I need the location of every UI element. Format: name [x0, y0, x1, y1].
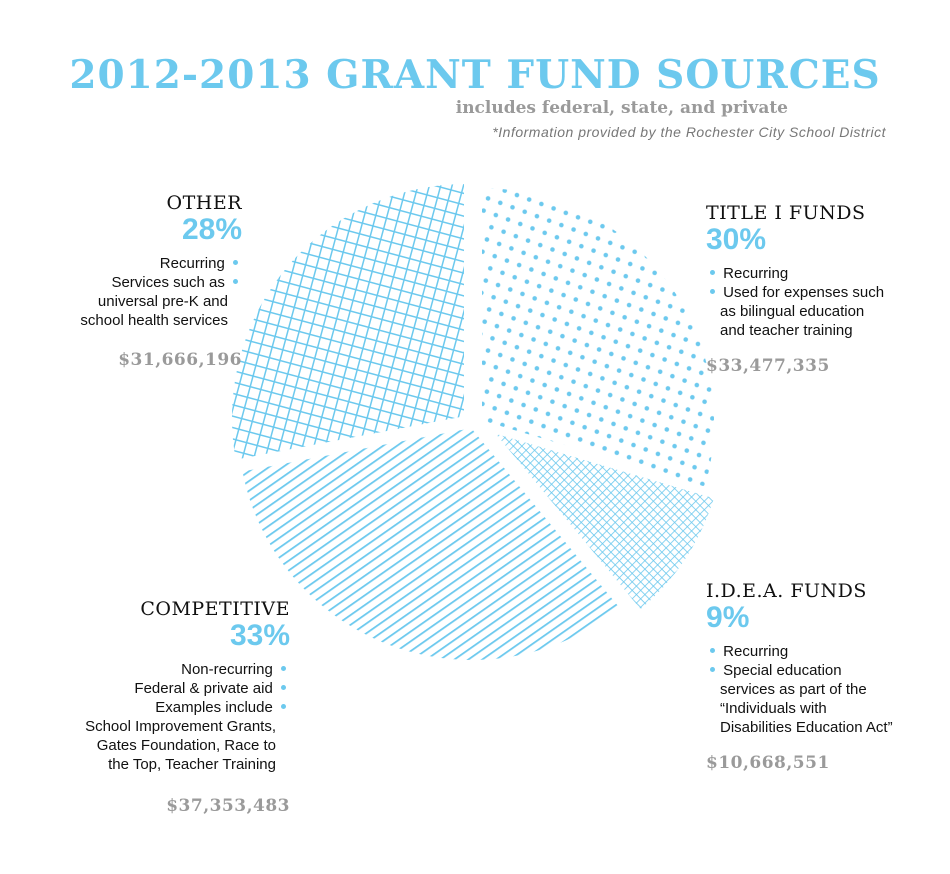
- chart-subtitle: includes federal, state, and private: [455, 98, 788, 118]
- note-item: Examples include: [40, 698, 290, 717]
- pie-slice-idea: [484, 426, 719, 615]
- slice-percent: 28%: [181, 213, 242, 246]
- slice-amount: $37,353,483: [166, 796, 290, 816]
- note-item: Recurring: [20, 254, 242, 273]
- note-item: Gates Foundation, Race to: [96, 737, 276, 754]
- bullet-dot-icon: [233, 260, 238, 266]
- pie-slice-other: [228, 179, 468, 465]
- note-item: Services such as: [20, 273, 242, 292]
- note-item: Non-recurring: [40, 660, 290, 679]
- source-note: *Information provided by the Rochester C…: [492, 124, 886, 140]
- slice-label: OTHER: [166, 192, 242, 214]
- note-item: Federal & private aid: [40, 679, 290, 698]
- note-item: services as part of the: [720, 681, 867, 698]
- bullet-dot-icon: [281, 666, 286, 672]
- bullet-dot-icon: [710, 289, 715, 295]
- note-item: the Top, Teacher Training: [108, 756, 276, 773]
- label-title-i: TITLE I FUNDS 30% Recurring Used for exp…: [706, 202, 936, 376]
- note-item: universal pre-K and: [97, 293, 228, 310]
- slice-percent: 30%: [706, 223, 767, 256]
- note-item: as bilingual education: [720, 303, 865, 320]
- note-item: “Individuals with: [720, 700, 827, 717]
- slice-amount: $10,668,551: [706, 753, 830, 773]
- label-idea: I.D.E.A. FUNDS 9% Recurring Special educ…: [706, 580, 946, 773]
- note-item: school health services: [80, 312, 228, 329]
- bullet-dot-icon: [710, 667, 715, 673]
- note-item: School Improvement Grants,: [85, 718, 276, 735]
- slice-amount: $33,477,335: [706, 356, 830, 376]
- slice-percent: 9%: [706, 601, 750, 634]
- note-item: Special education: [706, 661, 946, 680]
- slice-percent: 33%: [229, 619, 290, 652]
- note-item: Disabilities Education Act”: [720, 719, 893, 736]
- bullet-dot-icon: [710, 270, 715, 276]
- bullet-dot-icon: [233, 279, 238, 285]
- note-item: Used for expenses such: [706, 283, 936, 302]
- slice-label: I.D.E.A. FUNDS: [706, 580, 867, 602]
- note-item: Recurring: [706, 642, 946, 661]
- bullet-dot-icon: [281, 685, 286, 691]
- note-item: and teacher training: [720, 322, 853, 339]
- chart-title: 2012-2013 GRANT FUND SOURCES: [69, 52, 881, 98]
- label-competitive: COMPETITIVE 33% Non-recurring Federal & …: [40, 598, 290, 816]
- pie-slice-title-i: [478, 183, 718, 492]
- slice-label: COMPETITIVE: [140, 598, 290, 620]
- label-other: OTHER 28% Recurring Services such as uni…: [20, 192, 242, 370]
- bullet-dot-icon: [710, 648, 715, 654]
- pie-slice-competitive: [237, 423, 626, 664]
- slice-label: TITLE I FUNDS: [706, 202, 866, 224]
- slice-amount: $31,666,196: [118, 350, 242, 370]
- note-item: Recurring: [706, 264, 936, 283]
- bullet-dot-icon: [281, 704, 286, 710]
